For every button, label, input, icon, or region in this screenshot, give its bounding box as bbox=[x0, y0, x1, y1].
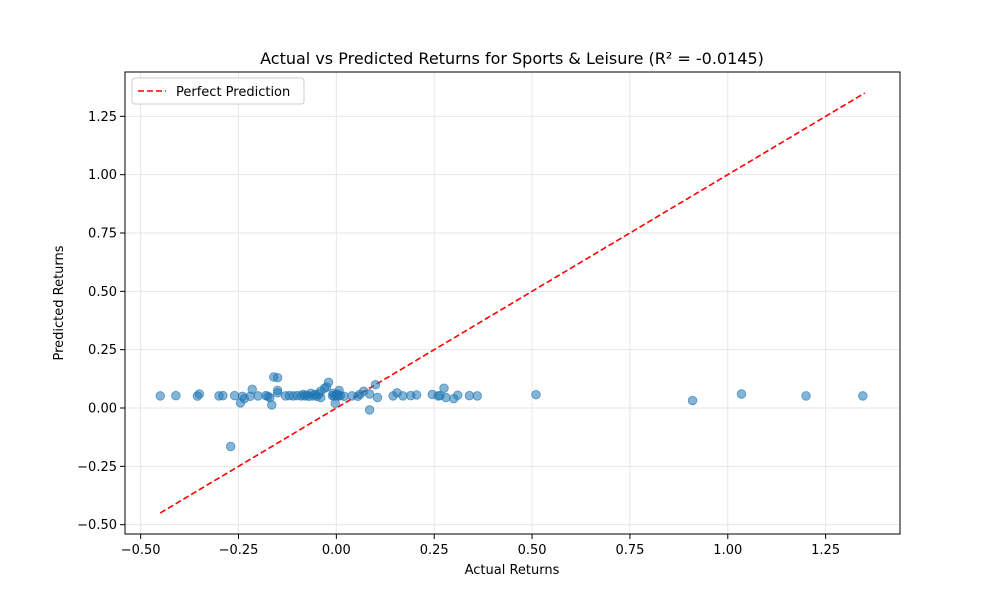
grid bbox=[125, 72, 900, 534]
data-point bbox=[339, 391, 349, 402]
x-axis-ticks: −0.50 −0.25 0.00 0.25 0.50 0.75 1.00 1.25 bbox=[121, 534, 840, 558]
data-point bbox=[316, 392, 326, 403]
data-point bbox=[439, 383, 449, 393]
data-point bbox=[801, 391, 811, 401]
y-tick-label: 1.00 bbox=[88, 168, 117, 183]
y-axis-title: Predicted Returns bbox=[52, 245, 67, 360]
data-point bbox=[229, 390, 240, 401]
data-points bbox=[155, 372, 868, 452]
perfect-prediction-line bbox=[159, 92, 866, 514]
y-axis-ticks: −0.50 −0.25 0.00 0.25 0.50 0.75 1.00 1.25 bbox=[77, 110, 125, 533]
x-tick-label: 1.25 bbox=[811, 543, 840, 558]
data-point bbox=[736, 389, 747, 399]
y-tick-label: 0.50 bbox=[88, 285, 117, 300]
y-tick-label: −0.50 bbox=[77, 518, 117, 533]
y-tick-label: 0.00 bbox=[88, 402, 117, 417]
data-point bbox=[272, 388, 283, 398]
data-point bbox=[194, 389, 205, 399]
x-tick-label: 0.75 bbox=[615, 543, 644, 558]
data-point bbox=[171, 390, 181, 401]
x-tick-label: −0.50 bbox=[121, 543, 161, 558]
data-point bbox=[155, 391, 165, 401]
data-point bbox=[247, 384, 257, 395]
y-tick-label: 0.75 bbox=[88, 227, 117, 242]
data-point bbox=[398, 391, 408, 401]
data-point bbox=[372, 392, 383, 403]
legend-label: Perfect Prediction bbox=[176, 85, 290, 100]
data-point bbox=[472, 391, 482, 401]
legend-box bbox=[131, 77, 305, 105]
data-point bbox=[253, 391, 263, 401]
plot-frame bbox=[124, 71, 901, 535]
data-point bbox=[411, 390, 422, 400]
x-tick-label: 0.25 bbox=[420, 543, 449, 558]
data-point bbox=[464, 390, 475, 401]
data-point bbox=[364, 389, 375, 399]
data-point bbox=[272, 372, 283, 383]
x-tick-label: 0.00 bbox=[322, 543, 351, 558]
data-point bbox=[323, 377, 334, 388]
y-tick-label: −0.25 bbox=[77, 460, 117, 475]
y-tick-label: 0.25 bbox=[88, 343, 117, 358]
data-point bbox=[531, 390, 541, 400]
data-point bbox=[453, 390, 463, 400]
x-axis-title: Actual Returns bbox=[465, 563, 560, 578]
data-point bbox=[225, 441, 236, 452]
data-point bbox=[218, 390, 228, 401]
y-tick-label: 1.25 bbox=[88, 110, 117, 125]
chart-title: Actual vs Predicted Returns for Sports &… bbox=[260, 49, 764, 68]
x-tick-label: 1.00 bbox=[713, 543, 742, 558]
data-point bbox=[370, 379, 381, 390]
data-point bbox=[687, 395, 698, 406]
x-tick-label: 0.50 bbox=[518, 543, 547, 558]
data-point bbox=[441, 392, 451, 403]
data-point bbox=[267, 400, 277, 410]
data-point bbox=[858, 391, 868, 401]
data-point bbox=[364, 405, 375, 415]
x-tick-label: −0.25 bbox=[219, 543, 259, 558]
legend: Perfect Prediction bbox=[131, 77, 305, 105]
